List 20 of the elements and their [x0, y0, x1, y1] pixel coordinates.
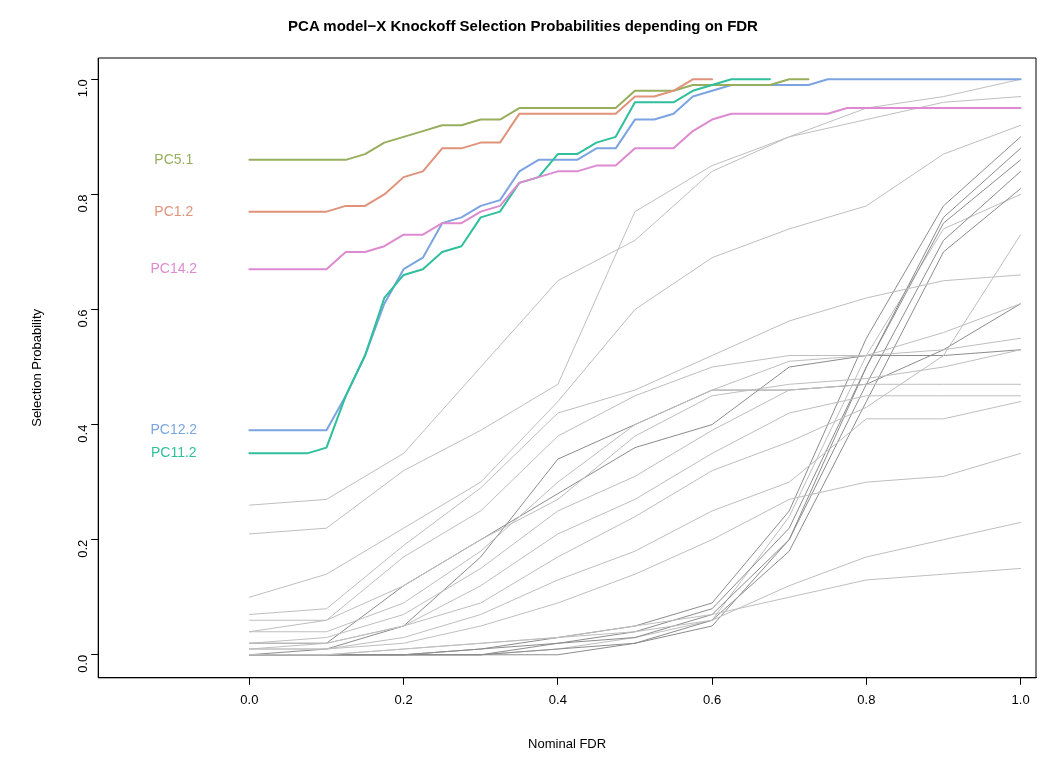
text: PC14.2	[150, 260, 198, 277]
text: PC5.1	[154, 150, 194, 167]
x-tick-label: 0.6	[703, 692, 722, 708]
y-tick-label: 0.8	[74, 194, 90, 213]
text: PC1.2	[154, 202, 194, 219]
x-tick-label: 0.4	[548, 692, 567, 708]
y-tick-label: 1.0	[74, 79, 90, 98]
y-tick-label: 0.4	[74, 424, 90, 443]
chart-title: PCA model−X Knockoff Selection Probabilities depending on FDR	[288, 17, 759, 35]
text: PC11.2	[150, 444, 197, 461]
text: PC12.2	[150, 421, 198, 438]
x-tick-label: 0.8	[857, 692, 876, 708]
y-tick-label: 0.2	[74, 539, 90, 558]
y-axis-title: Selection Probability	[29, 308, 45, 427]
x-axis-title: Nominal FDR	[528, 735, 607, 751]
x-tick-label: 0.0	[240, 692, 259, 708]
x-tick-label: 0.2	[394, 692, 413, 708]
y-tick-label: 0.6	[74, 309, 90, 328]
y-tick-label: 0.0	[74, 654, 90, 673]
x-tick-label: 1.0	[1011, 692, 1030, 708]
